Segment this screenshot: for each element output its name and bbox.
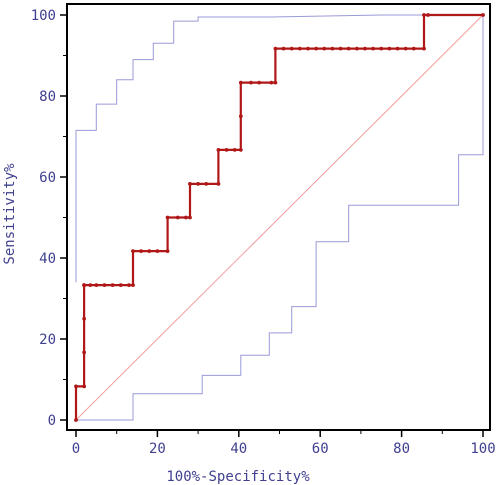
roc-point: [74, 418, 78, 422]
roc-point: [175, 215, 180, 220]
roc-curve: [74, 13, 483, 420]
roc-point: [216, 147, 221, 152]
roc-point: [273, 80, 278, 85]
x-tick-labels: 0 20 40 60 80 100: [72, 441, 496, 457]
x-tick-label: 100: [470, 441, 495, 457]
roc-point: [422, 13, 426, 17]
roc-point: [297, 46, 302, 51]
roc-point: [238, 80, 243, 85]
y-tick-label: 80: [39, 89, 56, 105]
roc-point: [363, 46, 367, 51]
roc-point: [426, 13, 430, 17]
roc-point: [257, 80, 262, 85]
x-tick-marks: [75, 430, 484, 437]
roc-point: [346, 46, 351, 51]
roc-point: [238, 114, 243, 119]
roc-point: [269, 80, 274, 85]
upper-confidence-band: [75, 14, 483, 283]
roc-point: [481, 13, 485, 17]
roc-point: [127, 283, 131, 288]
roc-point: [110, 283, 115, 288]
roc-point: [238, 147, 243, 152]
roc-point: [188, 215, 192, 220]
roc-point: [204, 181, 209, 186]
roc-point: [82, 316, 87, 321]
y-tick-label: 0: [48, 413, 56, 429]
roc-point: [183, 215, 188, 220]
roc-point: [411, 46, 416, 51]
roc-point: [94, 283, 99, 288]
x-tick-label: 0: [72, 441, 80, 457]
roc-point: [338, 46, 343, 51]
roc-point: [281, 46, 286, 51]
roc-point: [188, 181, 192, 186]
roc-point: [131, 283, 135, 288]
roc-points: [74, 13, 485, 422]
y-tick-label: 60: [39, 170, 56, 186]
y-tick-labels: 0 20 40 60 80 100: [31, 8, 56, 429]
y-tick-marks: [60, 14, 67, 421]
roc-point: [102, 283, 107, 288]
x-tick-label: 60: [312, 441, 329, 457]
x-tick-label: 20: [149, 441, 166, 457]
roc-point: [403, 46, 408, 51]
roc-point: [306, 46, 310, 51]
x-tick-label: 40: [230, 441, 247, 457]
roc-point: [289, 46, 294, 51]
reference-diagonal: [75, 14, 484, 421]
roc-point: [232, 147, 237, 152]
roc-point: [196, 181, 201, 186]
roc-point: [322, 46, 327, 51]
roc-point: [82, 350, 87, 355]
roc-point: [118, 283, 123, 288]
roc-point: [330, 46, 335, 51]
roc-point: [216, 181, 221, 186]
roc-point: [371, 46, 376, 51]
roc-point: [165, 215, 170, 220]
x-tick-label: 80: [393, 441, 410, 457]
roc-point: [314, 46, 319, 51]
roc-point: [249, 80, 253, 85]
roc-point: [165, 249, 170, 254]
roc-point: [224, 147, 229, 152]
roc-point: [395, 46, 400, 51]
roc-point: [155, 249, 160, 254]
roc-point: [82, 384, 87, 389]
x-axis-title: 100%-Specificity%: [166, 469, 310, 485]
lower-confidence-band: [76, 15, 484, 421]
roc-point: [273, 46, 278, 51]
y-tick-label: 20: [39, 332, 56, 348]
y-tick-label: 100: [31, 8, 56, 24]
roc-point: [74, 384, 78, 389]
roc-point: [139, 249, 144, 254]
roc-point: [88, 283, 93, 288]
roc-point: [131, 249, 135, 254]
roc-point: [147, 249, 152, 254]
roc-point: [354, 46, 359, 51]
roc-point: [387, 46, 392, 51]
roc-point: [82, 283, 87, 288]
y-tick-label: 40: [39, 251, 56, 267]
roc-point: [422, 46, 426, 51]
y-axis-title: Sensitivity%: [2, 163, 18, 265]
roc-point: [379, 46, 384, 51]
